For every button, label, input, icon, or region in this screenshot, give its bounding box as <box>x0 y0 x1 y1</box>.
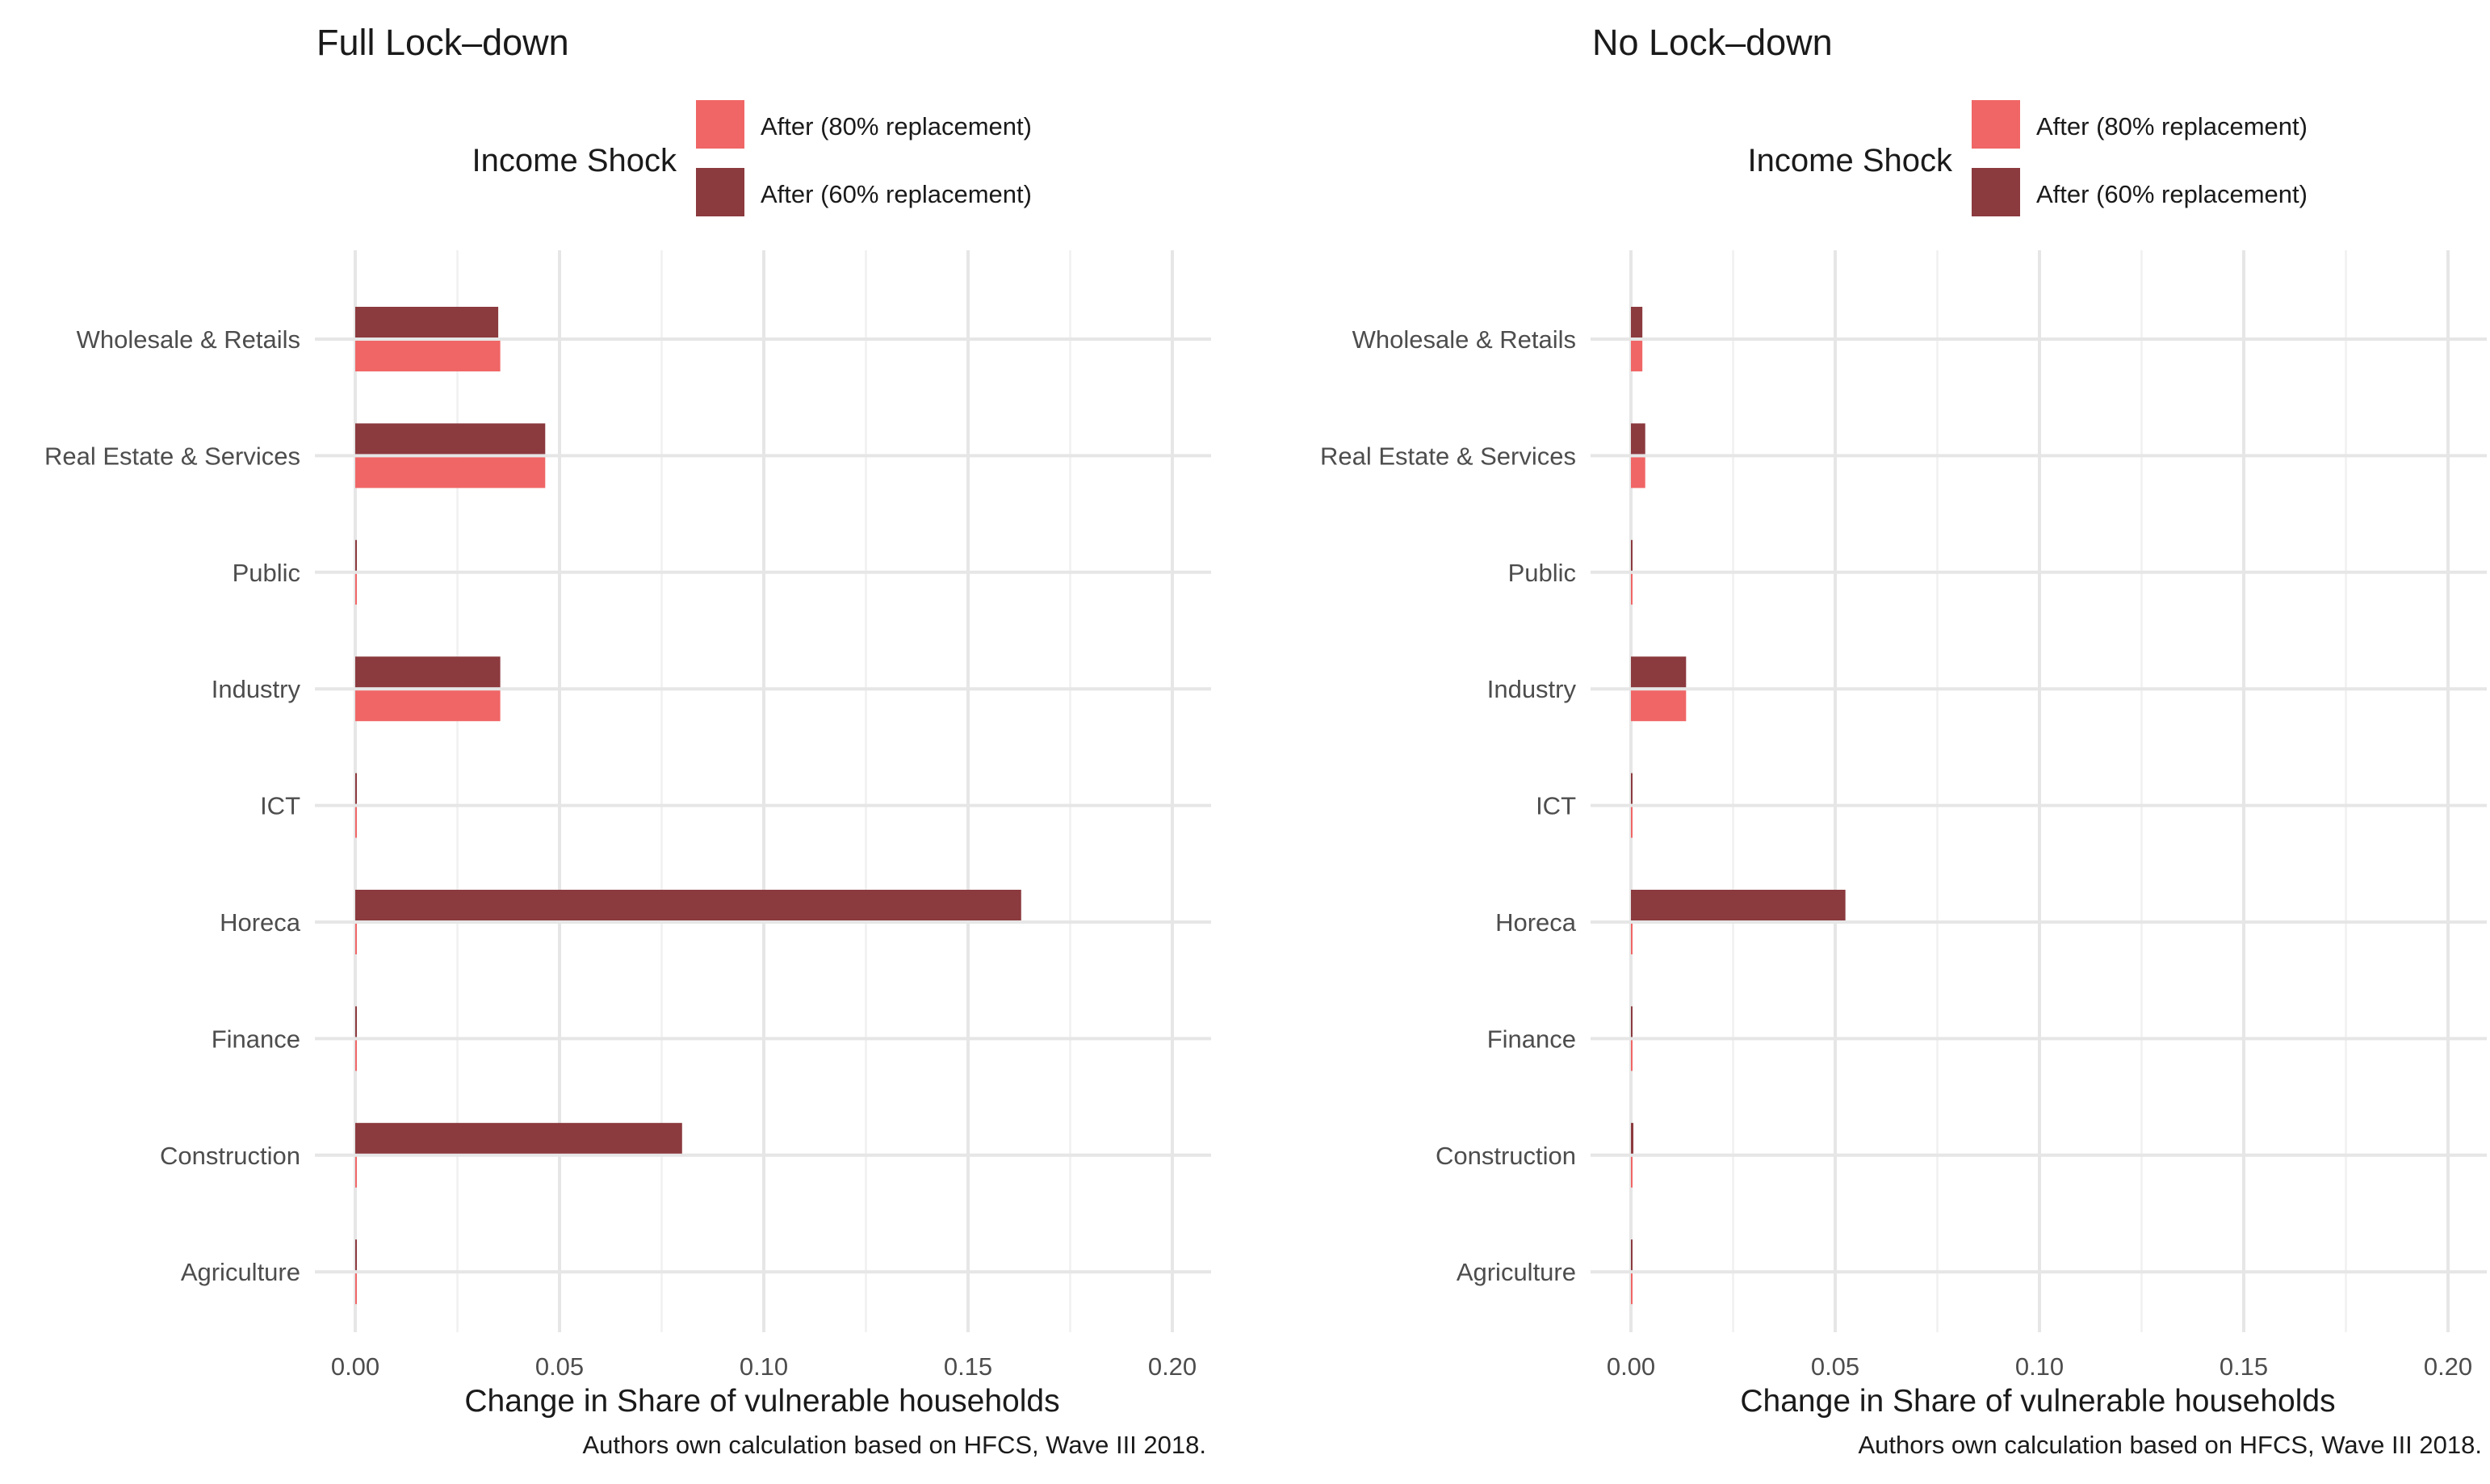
legend-key-80 <box>1972 100 2020 149</box>
bar-after-80 <box>355 457 546 488</box>
y-tick-label: Industry <box>212 675 301 703</box>
panel-no-lockdown: No Lock–down Income Shock After (80% rep… <box>1592 22 2482 1459</box>
legend-label-60: After (60% replacement) <box>761 180 1032 208</box>
bar-after-80 <box>355 573 358 605</box>
bar-after-60 <box>355 1006 358 1038</box>
bar-after-60 <box>355 656 501 688</box>
x-tick-label: 0.05 <box>535 1352 584 1381</box>
bar-after-80 <box>1631 924 1633 954</box>
x-tick-label: 0.00 <box>1607 1352 1655 1381</box>
bar-after-60 <box>355 1239 357 1271</box>
panel-title: No Lock–down <box>1592 22 1833 63</box>
bar-after-60 <box>355 307 499 337</box>
bar-after-60 <box>1631 539 1633 571</box>
bar-after-80 <box>1631 1040 1633 1071</box>
y-tick-label: ICT <box>1536 792 1576 820</box>
y-tick-label: Wholesale & Retails <box>77 325 300 354</box>
bar-after-80 <box>1631 341 1643 371</box>
y-tick-label: ICT <box>260 792 300 820</box>
bar-after-60 <box>355 539 358 571</box>
y-tick-label: Agriculture <box>1457 1258 1576 1286</box>
y-tick-label: Industry <box>1487 675 1577 703</box>
y-tick-label: Construction <box>1436 1142 1576 1170</box>
bar-after-80 <box>1631 1156 1633 1188</box>
legend-key-60 <box>696 168 744 216</box>
x-tick-label: 0.10 <box>2015 1352 2064 1381</box>
bar-after-80 <box>1631 457 1645 488</box>
legend-key-80 <box>696 100 744 149</box>
y-tick-label: Horeca <box>220 908 301 937</box>
legend-key-60 <box>1972 168 2020 216</box>
bar-after-60 <box>1631 890 1846 920</box>
bar-after-60 <box>355 423 546 455</box>
bar-after-60 <box>1631 656 1687 688</box>
y-tick-label: Horeca <box>1495 908 1577 937</box>
y-tick-label: Real Estate & Services <box>44 442 300 470</box>
legend-label-60: After (60% replacement) <box>2036 180 2308 208</box>
bar-after-80 <box>355 807 357 838</box>
bar-after-60 <box>355 773 357 804</box>
bar-after-80 <box>355 341 501 371</box>
y-tick-label: Finance <box>1487 1025 1576 1053</box>
bar-after-80 <box>355 924 357 954</box>
caption: Authors own calculation based on HFCS, W… <box>582 1431 1206 1459</box>
bar-after-80 <box>1631 1273 1633 1305</box>
x-tick-label: 0.15 <box>2220 1352 2268 1381</box>
bar-after-80 <box>355 1156 357 1188</box>
x-tick-label: 0.20 <box>1148 1352 1197 1381</box>
y-tick-label: Agriculture <box>181 1258 300 1286</box>
bar-after-80 <box>1631 573 1633 605</box>
legend-title: Income Shock <box>1748 143 1953 178</box>
y-tick-label: Public <box>1508 559 1576 587</box>
plot-area-full-lockdown: 0.00 0.05 0.10 0.15 0.20 Wholesale & Retails R… <box>44 100 1211 1381</box>
plot-area-no-lockdown: 0.00 0.05 0.10 0.15 0.20 Wholesale & Retails R… <box>1320 100 2487 1381</box>
panel-full-lockdown: Full Lock–down Income Shock After (80% r… <box>316 22 1206 1459</box>
x-tick-label: 0.15 <box>944 1352 992 1381</box>
bar-after-60 <box>1631 1006 1633 1038</box>
x-axis-label: Change in Share of vulnerable households <box>1740 1384 2335 1419</box>
bar-after-80 <box>1631 807 1633 838</box>
bar-after-60 <box>1631 773 1633 804</box>
caption: Authors own calculation based on HFCS, W… <box>1858 1431 2482 1459</box>
bar-after-80 <box>355 1273 357 1305</box>
y-tick-label: Public <box>233 559 300 587</box>
panel-title: Full Lock–down <box>316 22 569 63</box>
x-tick-label: 0.10 <box>740 1352 788 1381</box>
y-tick-label: Real Estate & Services <box>1320 442 1576 470</box>
bar-after-80 <box>1631 690 1687 722</box>
bar-after-60 <box>355 890 1021 920</box>
x-tick-label: 0.20 <box>2424 1352 2472 1381</box>
bar-after-60 <box>1631 423 1645 455</box>
bar-after-60 <box>355 1122 682 1154</box>
y-tick-label: Wholesale & Retails <box>1352 325 1576 354</box>
legend-title: Income Shock <box>472 143 677 178</box>
y-tick-label: Construction <box>160 1142 300 1170</box>
bar-after-60 <box>1631 1122 1634 1154</box>
bar-after-80 <box>355 690 501 722</box>
bar-after-60 <box>1631 307 1643 337</box>
legend-label-80: After (80% replacement) <box>2036 112 2308 140</box>
bar-after-80 <box>355 1040 358 1071</box>
y-tick-label: Finance <box>212 1025 300 1053</box>
x-axis-label: Change in Share of vulnerable households <box>464 1384 1059 1419</box>
x-tick-label: 0.05 <box>1811 1352 1859 1381</box>
legend-label-80: After (80% replacement) <box>761 112 1032 140</box>
x-tick-label: 0.00 <box>331 1352 379 1381</box>
bar-after-60 <box>1631 1239 1633 1271</box>
